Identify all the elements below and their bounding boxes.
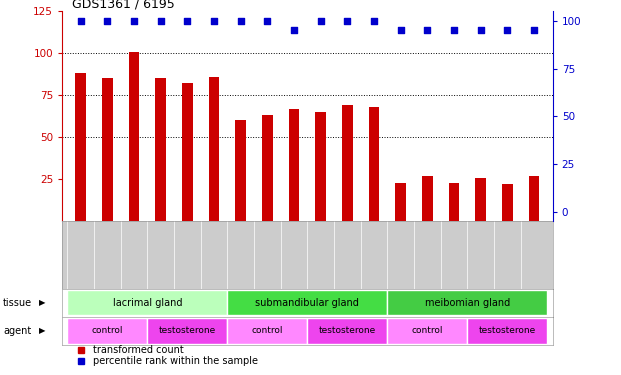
- Bar: [75, 74, 86, 221]
- Bar: [227, 290, 388, 315]
- Bar: [262, 116, 273, 221]
- Bar: [502, 184, 513, 221]
- Bar: [227, 318, 307, 344]
- Point: [263, 18, 273, 24]
- Bar: [209, 77, 219, 221]
- Text: control: control: [92, 326, 123, 336]
- Text: lacrimal gland: lacrimal gland: [112, 298, 182, 308]
- Point: [449, 27, 459, 33]
- Bar: [235, 120, 246, 221]
- Text: ▶: ▶: [39, 326, 45, 336]
- Point: [289, 27, 299, 33]
- Point: [76, 18, 86, 24]
- Bar: [475, 178, 486, 221]
- Text: testosterone: testosterone: [159, 326, 216, 336]
- Point: [369, 18, 379, 24]
- Bar: [388, 318, 468, 344]
- Point: [529, 27, 539, 33]
- Text: testosterone: testosterone: [479, 326, 536, 336]
- Bar: [468, 318, 547, 344]
- Point: [476, 27, 486, 33]
- Point: [209, 18, 219, 24]
- Bar: [102, 78, 113, 221]
- Bar: [449, 183, 460, 221]
- Point: [315, 18, 325, 24]
- Text: agent: agent: [3, 326, 31, 336]
- Text: control: control: [412, 326, 443, 336]
- Bar: [369, 107, 379, 221]
- Bar: [342, 105, 353, 221]
- Text: control: control: [252, 326, 283, 336]
- Text: tissue: tissue: [3, 298, 32, 308]
- Bar: [396, 183, 406, 221]
- Bar: [155, 78, 166, 221]
- Bar: [388, 290, 547, 315]
- Bar: [68, 318, 147, 344]
- Bar: [307, 318, 388, 344]
- Text: meibomian gland: meibomian gland: [425, 298, 510, 308]
- Bar: [147, 318, 227, 344]
- Legend: transformed count, percentile rank within the sample: transformed count, percentile rank withi…: [67, 341, 262, 370]
- Point: [236, 18, 246, 24]
- Point: [156, 18, 166, 24]
- Bar: [315, 112, 326, 221]
- Bar: [528, 176, 540, 221]
- Text: ▶: ▶: [39, 298, 45, 307]
- Bar: [68, 290, 227, 315]
- Point: [102, 18, 112, 24]
- Text: GDS1361 / 6195: GDS1361 / 6195: [72, 0, 175, 10]
- Text: submandibular gland: submandibular gland: [255, 298, 360, 308]
- Point: [502, 27, 512, 33]
- Bar: [129, 52, 140, 221]
- Point: [342, 18, 352, 24]
- Point: [422, 27, 432, 33]
- Bar: [182, 84, 193, 221]
- Bar: [289, 109, 299, 221]
- Point: [183, 18, 193, 24]
- Point: [396, 27, 406, 33]
- Point: [129, 18, 139, 24]
- Bar: [422, 176, 433, 221]
- Text: testosterone: testosterone: [319, 326, 376, 336]
